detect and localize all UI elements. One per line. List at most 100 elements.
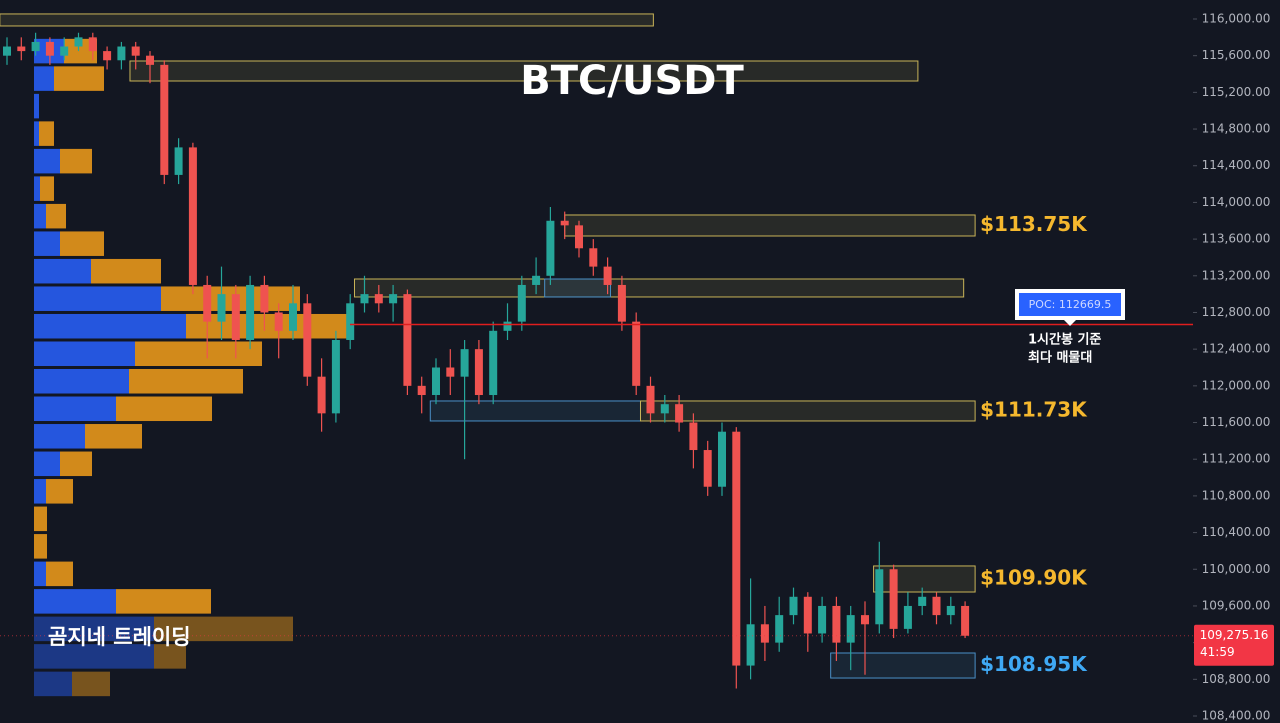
y-tick-label: 114,000.00: [1202, 195, 1271, 209]
volume-down: [39, 121, 54, 146]
candle-body: [646, 385, 655, 414]
volume-up: [34, 396, 116, 422]
candle-body: [789, 596, 798, 616]
candle-body: [632, 321, 641, 386]
candle-body: [732, 431, 741, 666]
candle-body: [589, 248, 598, 267]
poc-pointer: [1064, 320, 1076, 326]
volume-down: [186, 313, 351, 339]
candle-body: [360, 294, 369, 304]
zone: [639, 400, 976, 422]
candle-body: [503, 321, 512, 331]
volume-up: [34, 286, 161, 311]
zone-label: $108.95K: [980, 652, 1088, 676]
zone: [0, 13, 654, 27]
zone: [544, 278, 611, 298]
last-price-box: [1194, 624, 1274, 666]
candle-body: [246, 284, 255, 340]
candle-body: [303, 303, 312, 377]
candle-body: [846, 615, 855, 643]
candle-body: [289, 303, 297, 331]
candle-body: [3, 46, 11, 56]
volume-up: [34, 589, 116, 614]
candle-body: [88, 37, 97, 52]
candle-body: [861, 615, 869, 625]
zones: $113.75K $111.73K $109.90K $108.95K: [0, 13, 1088, 679]
volume-down: [60, 231, 104, 256]
y-tick-label: 114,400.00: [1202, 158, 1271, 172]
volume-down: [116, 396, 212, 422]
candle-body: [260, 284, 269, 313]
zone-label: $109.90K: [980, 565, 1088, 589]
candle-body: [832, 605, 841, 643]
volume-up: [34, 424, 85, 449]
volume-up: [34, 148, 60, 174]
candle-body: [432, 367, 440, 396]
poc-label: POC: 112669.5: [1029, 298, 1112, 311]
zone: [429, 400, 641, 422]
zone: [873, 565, 976, 593]
candle-body: [689, 422, 698, 451]
volume-down: [60, 451, 92, 477]
candle-body: [675, 404, 684, 423]
volume-down: [40, 176, 54, 201]
y-tick-label: 112,800.00: [1202, 305, 1271, 319]
candle-body: [74, 37, 83, 47]
candle-body: [760, 624, 769, 643]
y-tick-label: 110,400.00: [1202, 525, 1271, 539]
volume-down: [46, 203, 66, 229]
y-tick-label: 108,400.00: [1202, 709, 1271, 723]
candle-body: [818, 605, 827, 634]
volume-up: [34, 258, 91, 284]
candle-body: [718, 431, 726, 487]
volume-down: [46, 479, 73, 504]
candle-body: [331, 339, 340, 414]
candle-body: [946, 605, 955, 616]
candle-body: [188, 147, 197, 285]
candle-body: [203, 284, 212, 322]
candle-body: [889, 569, 898, 629]
candle-body: [146, 55, 154, 65]
y-tick-label: 115,600.00: [1202, 48, 1271, 62]
volume-down: [85, 424, 142, 449]
zone-label: $113.75K: [980, 212, 1088, 236]
zone-label: $111.73K: [980, 397, 1088, 421]
volume-up: [34, 616, 154, 642]
volume-down: [135, 341, 262, 366]
candle-body: [31, 41, 40, 52]
candle-body: [575, 225, 583, 249]
volume-down: [129, 369, 243, 394]
volume-down: [154, 644, 186, 669]
volume-up: [34, 176, 40, 201]
candle-body: [131, 46, 140, 56]
candle-body: [446, 367, 455, 377]
volume-up: [34, 313, 186, 339]
volume-up: [34, 93, 39, 119]
candle-body: [746, 624, 755, 666]
candle-body: [775, 615, 784, 643]
candle-body: [903, 605, 912, 629]
candle-body: [918, 596, 927, 606]
volume-down: [116, 589, 211, 614]
volume-up: [34, 644, 154, 669]
overlay: 108,400.00108,800.00109,200.00109,600.00…: [0, 12, 1274, 723]
volume-up: [34, 66, 54, 91]
last-price-label: 109,275.16: [1200, 628, 1269, 642]
volume-down: [34, 506, 47, 532]
poc-note: 최다 매물대: [1028, 350, 1092, 366]
y-tick-label: 111,200.00: [1202, 452, 1271, 466]
candle-body: [703, 450, 712, 487]
chart-title: BTC/USDT: [520, 58, 744, 104]
y-tick-label: 112,400.00: [1202, 342, 1271, 356]
volume-down: [154, 616, 293, 642]
candle-body: [932, 596, 941, 616]
candle-body: [546, 220, 555, 276]
countdown: 41:59: [1200, 645, 1235, 659]
candle-body: [346, 303, 355, 340]
volume-down: [46, 561, 73, 587]
candle-body: [961, 605, 970, 636]
zone: [353, 278, 965, 298]
candle-body: [532, 275, 541, 285]
y-tick-label: 110,000.00: [1202, 562, 1271, 576]
